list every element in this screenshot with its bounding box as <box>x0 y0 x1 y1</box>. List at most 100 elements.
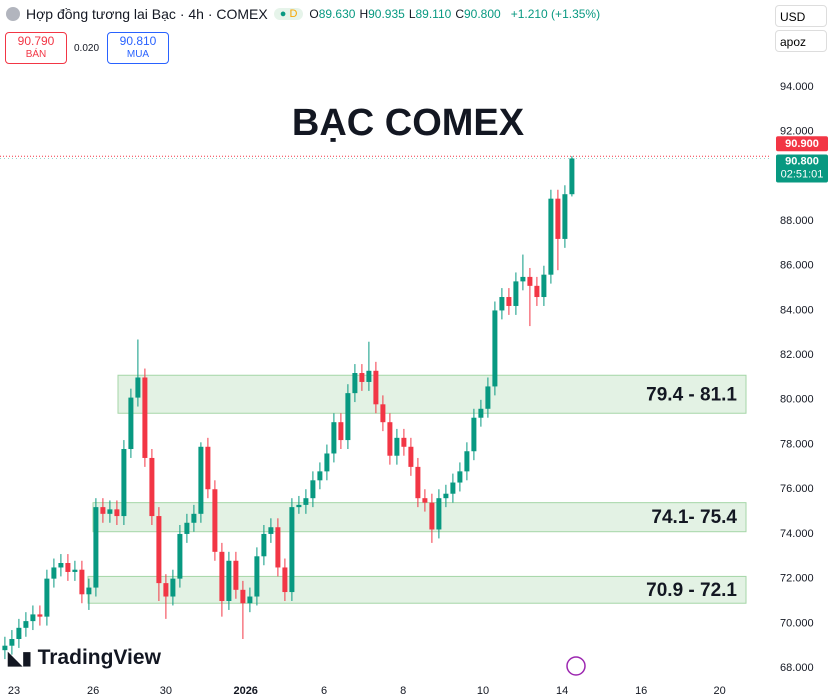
candle-body <box>338 422 344 441</box>
buy-label: MUA <box>126 49 150 60</box>
candle-body <box>79 569 85 595</box>
x-tick-label: 14 <box>556 685 568 697</box>
candle-body <box>254 556 260 597</box>
buy-price: 90.810 <box>119 34 157 48</box>
candle-body <box>492 310 498 387</box>
logo-text: TradingView <box>37 646 161 669</box>
candle-body <box>527 276 533 286</box>
sell-button[interactable]: 90.790 BÁN <box>5 32 67 64</box>
candle-body <box>485 386 491 409</box>
candle-body <box>30 614 36 622</box>
x-tick-label: 23 <box>8 685 20 697</box>
header: Hợp đồng tương lai Bạc · 4h · COMEX ● D … <box>6 6 600 22</box>
candle-body <box>310 480 316 499</box>
ohlc-value: 90.800 <box>463 7 501 21</box>
y-tick-label: 86.000 <box>780 260 814 272</box>
candle-body <box>114 509 120 517</box>
candle-body <box>58 563 64 568</box>
y-tick-label: 76.000 <box>780 483 814 495</box>
symbol-icon <box>6 7 20 21</box>
candle-body <box>352 373 358 394</box>
candle-body <box>219 551 225 601</box>
candle-body <box>121 449 127 517</box>
candle-body <box>268 527 274 534</box>
candle-body <box>324 453 330 472</box>
spread: 0.020 <box>74 43 100 54</box>
candle-body <box>499 297 505 311</box>
candle-body <box>296 504 302 508</box>
sell-label: BÁN <box>25 49 47 60</box>
candle-body <box>471 417 477 452</box>
candle-body <box>394 437 400 456</box>
candle-body <box>93 507 99 588</box>
candle-body <box>478 408 484 418</box>
candle-body <box>289 507 295 593</box>
candle-body <box>275 527 281 568</box>
candle-body <box>436 498 442 530</box>
candle-body <box>345 393 351 441</box>
y-tick-label: 74.000 <box>780 528 814 540</box>
candle-body <box>443 493 449 499</box>
candle-body <box>520 276 526 282</box>
ohlc: O89.630 H90.935 L89.110 C90.800 <box>309 7 504 21</box>
zone-label: 79.4 - 81.1 <box>646 384 737 405</box>
candle-body <box>9 638 15 646</box>
buy-button[interactable]: 90.810 MUA <box>107 32 169 64</box>
symbol[interactable]: Hợp đồng tương lai Bạc · 4h · COMEX <box>26 6 268 22</box>
candle-body <box>464 451 470 472</box>
currency-select[interactable]: USD <box>775 5 827 27</box>
candle-body <box>450 482 456 494</box>
candle-body <box>261 533 267 557</box>
y-tick-label: 68.000 <box>780 662 814 674</box>
ohlc-value: 89.110 <box>415 7 452 21</box>
candle-body <box>156 516 162 584</box>
scale-select[interactable]: apoz <box>775 30 827 52</box>
ohlc-key: L <box>408 7 416 21</box>
y-tick-label: 72.000 <box>780 573 814 585</box>
x-tick-label: 26 <box>87 685 99 697</box>
candle-body <box>72 569 78 572</box>
candle-body <box>142 377 148 458</box>
candle-body <box>555 198 561 239</box>
x-tick-label: 30 <box>160 685 172 697</box>
candle-body <box>170 578 176 597</box>
ohlc-key: H <box>359 7 369 21</box>
ohlc-value: 89.630 <box>318 7 356 21</box>
zone <box>92 502 747 533</box>
candle-body <box>303 498 309 505</box>
candle-body <box>506 297 512 306</box>
candle-body <box>86 587 92 595</box>
ohlc-key: C <box>455 7 464 21</box>
candle-body <box>226 560 232 601</box>
last-label: 90.800 <box>785 155 819 167</box>
x-tick-label: 6 <box>321 685 327 697</box>
candle-body <box>408 446 414 467</box>
x-tick-label: 16 <box>635 685 647 697</box>
candle-body <box>233 560 239 590</box>
candle-body <box>100 507 106 514</box>
candle-body <box>247 596 253 604</box>
candle-body <box>135 377 141 398</box>
sell-price: 90.790 <box>17 34 55 48</box>
ohlc-key: O <box>309 7 319 21</box>
candle-body <box>51 567 57 579</box>
badge: D <box>289 8 298 20</box>
candle-body <box>198 446 204 514</box>
candle-body <box>429 502 435 530</box>
candle-body <box>282 567 288 593</box>
zone <box>87 575 747 604</box>
candle-body <box>457 471 463 483</box>
candle-body <box>562 194 568 239</box>
zone-label: 70.9 - 72.1 <box>646 580 737 601</box>
candle-body <box>422 498 428 503</box>
last-tag <box>776 154 828 183</box>
candle-body <box>541 274 547 298</box>
zone-label: 74.1- 75.4 <box>651 507 737 528</box>
candle-body <box>366 370 372 382</box>
x-tick-label: 2026 <box>233 685 257 697</box>
candle-body <box>569 158 575 195</box>
candle-body <box>359 373 365 382</box>
candle-body <box>23 621 29 628</box>
